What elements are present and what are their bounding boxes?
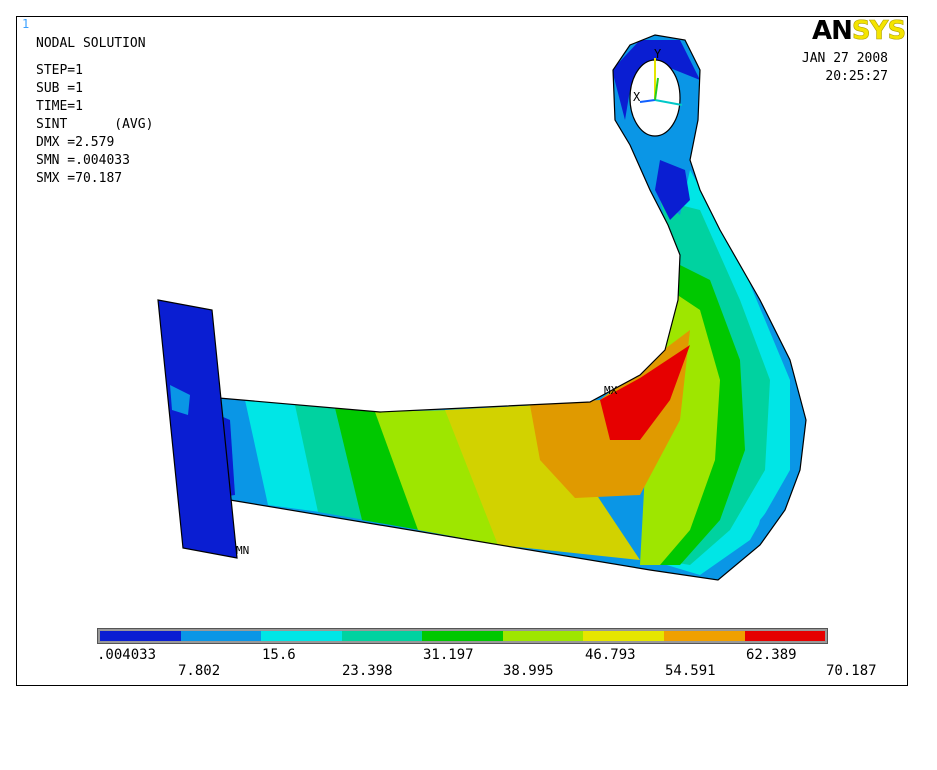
legend-swatch-6 — [502, 631, 584, 641]
legend-label-bottom-3: 38.995 — [503, 663, 554, 679]
body-outline — [183, 34, 807, 581]
result-type-label: SINT (AVG) — [36, 117, 154, 132]
max-marker: MX — [604, 384, 618, 397]
coordinate-triad-icon — [639, 58, 683, 106]
legend-label-top-5: 62.389 — [746, 647, 797, 663]
plate-contact-zone — [170, 385, 190, 415]
legend-label-top-1: .004033 — [97, 647, 157, 663]
date-label: JAN 27 2008 — [801, 51, 888, 66]
sub-label: SUB =1 — [36, 81, 83, 96]
smn-label: SMN =.004033 — [36, 153, 130, 168]
legend-swatch-3 — [261, 631, 342, 641]
legend-label-bottom-2: 23.398 — [342, 663, 393, 679]
time-label: TIME=1 — [36, 99, 83, 114]
time-label-clock: 20:25:27 — [825, 69, 888, 84]
legend-swatch-7 — [583, 631, 664, 641]
legend-label-top-3: 31.197 — [423, 647, 474, 663]
date-time-block: JAN 27 2008 20:25:27 — [802, 50, 888, 86]
legend-swatch-5 — [422, 631, 503, 641]
window-number: 1 — [22, 17, 30, 31]
legend-swatch-9 — [744, 631, 826, 641]
dmx-label: DMX =2.579 — [36, 135, 115, 150]
smx-label: SMX =70.187 — [36, 171, 123, 186]
bracket-body — [184, 35, 806, 580]
legend-swatch-4 — [341, 631, 423, 641]
min-marker: MN — [236, 544, 249, 557]
legend-label-top-4: 46.793 — [585, 647, 636, 663]
triad-y-label: Y — [654, 47, 662, 61]
legend-swatch-1 — [100, 631, 181, 641]
stress-contour-model: Y X MX MN — [157, 34, 807, 581]
legend-label-top-2: 15.6 — [262, 647, 296, 663]
step-label: STEP=1 — [36, 63, 83, 78]
triad-x-label: X — [633, 90, 641, 104]
solution-title: NODAL SOLUTION — [36, 36, 146, 51]
legend-label-bottom-1: 7.802 — [178, 663, 221, 679]
legend-swatch-2 — [180, 631, 262, 641]
legend-label-bottom-4: 54.591 — [665, 663, 716, 679]
legend-swatch-8 — [663, 631, 745, 641]
base-plate — [157, 299, 238, 559]
contour-legend-bar — [97, 628, 828, 644]
ansys-logo: ANSYS — [812, 16, 906, 47]
legend-label-bottom-5: 70.187 — [826, 663, 877, 679]
